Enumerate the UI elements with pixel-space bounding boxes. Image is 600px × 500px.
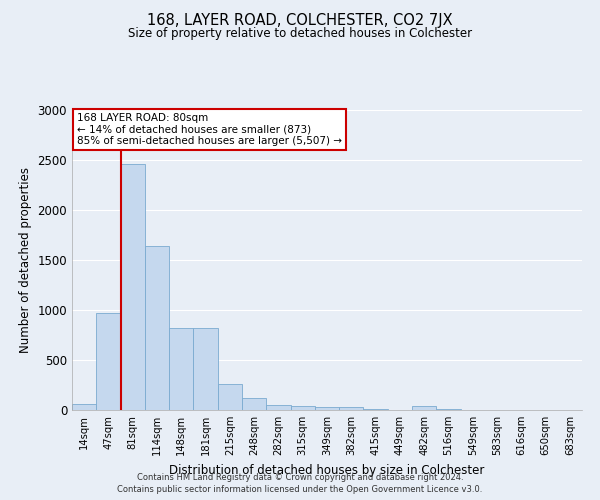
Bar [412,406,436,410]
Bar [72,404,96,410]
Bar [266,405,290,410]
Text: Contains public sector information licensed under the Open Government Licence v3: Contains public sector information licen… [118,485,482,494]
Bar [339,407,364,410]
Text: Contains HM Land Registry data © Crown copyright and database right 2024.: Contains HM Land Registry data © Crown c… [137,474,463,482]
Bar [145,246,169,410]
Bar [218,384,242,410]
Bar [364,409,388,410]
Bar [290,406,315,410]
Bar [315,407,339,410]
Text: 168 LAYER ROAD: 80sqm
← 14% of detached houses are smaller (873)
85% of semi-det: 168 LAYER ROAD: 80sqm ← 14% of detached … [77,113,342,146]
Bar [169,328,193,410]
Bar [242,398,266,410]
Text: Size of property relative to detached houses in Colchester: Size of property relative to detached ho… [128,28,472,40]
Bar [193,328,218,410]
Bar [96,312,121,410]
Text: 168, LAYER ROAD, COLCHESTER, CO2 7JX: 168, LAYER ROAD, COLCHESTER, CO2 7JX [147,12,453,28]
Bar [121,164,145,410]
X-axis label: Distribution of detached houses by size in Colchester: Distribution of detached houses by size … [169,464,485,476]
Y-axis label: Number of detached properties: Number of detached properties [19,167,32,353]
Bar [436,409,461,410]
